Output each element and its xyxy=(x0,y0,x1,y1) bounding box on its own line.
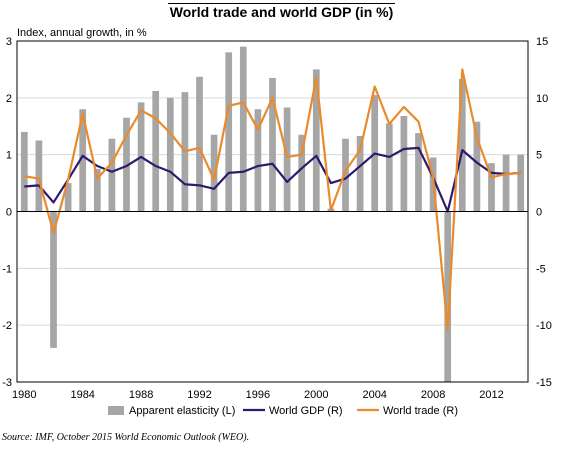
x-tick-label: 1980 xyxy=(12,389,36,401)
x-tick-label: 1996 xyxy=(246,389,270,401)
source-note: Source: IMF, October 2015 World Economic… xyxy=(2,432,250,443)
bar xyxy=(415,133,422,212)
bar xyxy=(239,46,247,212)
y-left-tick-label: 1 xyxy=(6,150,12,162)
chart-title: World trade and world GDP (in %) xyxy=(167,3,396,20)
bar xyxy=(473,121,481,212)
y-left-tick-label: -1 xyxy=(2,263,12,275)
bar xyxy=(79,109,87,212)
y-right-tick-label: 0 xyxy=(536,207,542,219)
bar xyxy=(225,52,233,212)
bar xyxy=(400,116,408,212)
x-tick-label: 2012 xyxy=(479,389,503,401)
chart-subtitle: Index, annual growth, in % xyxy=(17,27,147,39)
legend-label: World GDP (R) xyxy=(269,405,343,417)
line-series xyxy=(24,68,521,331)
series-line xyxy=(24,68,521,331)
bar xyxy=(458,79,466,212)
bar xyxy=(385,123,393,212)
x-tick-label: 2008 xyxy=(421,389,445,401)
bar xyxy=(123,117,130,212)
bar xyxy=(517,154,525,212)
y-right-tick-label: -15 xyxy=(536,377,552,389)
x-tick-label: 2000 xyxy=(304,389,328,401)
legend-label: World trade (R) xyxy=(383,405,458,417)
bar xyxy=(312,69,320,212)
y-left-tick-label: 3 xyxy=(6,36,12,48)
bar xyxy=(166,97,174,212)
bar xyxy=(50,211,57,348)
y-right-tick-label: 10 xyxy=(536,93,548,105)
x-tick-label: 1992 xyxy=(187,389,211,401)
bar xyxy=(196,76,203,212)
bar xyxy=(64,183,72,212)
bar xyxy=(342,138,349,212)
x-tick-label: 1988 xyxy=(129,389,153,401)
axes xyxy=(16,40,529,383)
bar xyxy=(298,134,306,212)
bar xyxy=(488,163,495,212)
y-left-tick-label: -3 xyxy=(2,377,12,389)
bar xyxy=(269,77,276,212)
y-right-tick-label: -5 xyxy=(536,263,546,275)
y-right-tick-label: 15 xyxy=(536,36,548,48)
x-tick-label: 2004 xyxy=(362,389,386,401)
series-line xyxy=(24,146,521,213)
bar-series xyxy=(20,46,525,382)
bar xyxy=(210,134,218,212)
bar xyxy=(108,138,116,212)
legend: Apparent elasticity (L) World GDP (R) Worl… xyxy=(108,405,458,417)
legend-swatch xyxy=(108,406,124,415)
legend-label: Apparent elasticity (L) xyxy=(129,405,235,417)
bar xyxy=(283,107,291,212)
bar xyxy=(152,91,160,212)
y-left-tick-label: 0 xyxy=(6,207,12,219)
bar xyxy=(93,168,101,212)
y-right-tick-label: 5 xyxy=(536,150,542,162)
bar xyxy=(35,140,43,212)
bar xyxy=(502,154,510,212)
y-right-tick-label: -10 xyxy=(536,320,552,332)
x-tick-label: 1984 xyxy=(70,389,94,401)
bar xyxy=(356,135,364,212)
bar xyxy=(254,109,262,212)
y-left-tick-label: 2 xyxy=(6,93,12,105)
bar xyxy=(444,211,452,382)
bar xyxy=(20,131,28,212)
y-left-tick-label: -2 xyxy=(2,320,12,332)
